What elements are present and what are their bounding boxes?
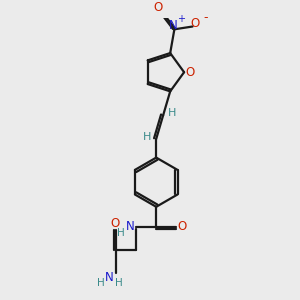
Text: O: O [178,220,187,233]
Text: H: H [97,278,104,288]
Text: N: N [126,220,134,233]
Text: O: O [191,17,200,30]
Text: H: H [117,228,124,238]
Text: H: H [116,278,123,288]
Text: N: N [105,271,113,284]
Text: O: O [110,217,119,230]
Text: H: H [143,132,152,142]
Text: O: O [153,1,162,14]
Text: -: - [203,11,208,24]
Text: +: + [177,14,185,24]
Text: O: O [186,66,195,79]
Text: N: N [169,20,177,32]
Text: H: H [168,108,176,118]
